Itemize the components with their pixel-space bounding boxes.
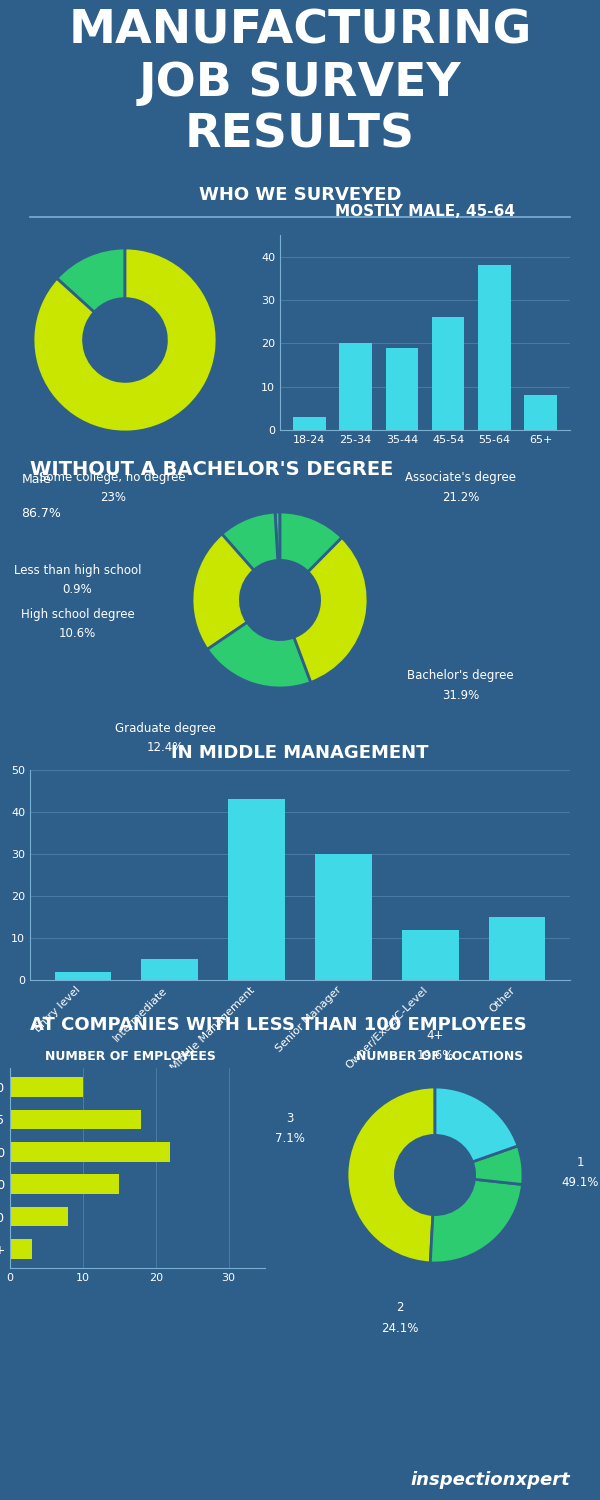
Text: 1: 1	[577, 1156, 584, 1168]
Bar	[340, 344, 372, 430]
Bar	[10, 1110, 141, 1130]
Wedge shape	[222, 512, 278, 570]
Text: 7.1%: 7.1%	[275, 1132, 305, 1146]
Text: 49.1%: 49.1%	[562, 1176, 599, 1190]
Wedge shape	[57, 248, 125, 312]
Wedge shape	[430, 1179, 523, 1263]
Bar	[293, 417, 326, 430]
Text: MOSTLY MALE, 45-64: MOSTLY MALE, 45-64	[335, 204, 515, 219]
Text: 4+: 4+	[427, 1029, 443, 1041]
Bar	[10, 1208, 68, 1227]
Text: 86.7%: 86.7%	[22, 507, 61, 520]
Text: 0.9%: 0.9%	[63, 584, 92, 596]
Text: IN MIDDLE MANAGEMENT: IN MIDDLE MANAGEMENT	[171, 744, 429, 762]
Bar	[10, 1077, 83, 1096]
Text: Male: Male	[22, 472, 51, 486]
Bar	[10, 1142, 170, 1161]
Text: 10.6%: 10.6%	[59, 627, 96, 640]
Text: WITHOUT A BACHELOR'S DEGREE: WITHOUT A BACHELOR'S DEGREE	[30, 460, 394, 480]
Text: 3: 3	[286, 1112, 293, 1125]
Bar	[524, 396, 557, 430]
Wedge shape	[192, 534, 254, 650]
Bar	[10, 1239, 32, 1258]
Wedge shape	[347, 1088, 435, 1263]
Wedge shape	[294, 537, 368, 682]
Text: 31.9%: 31.9%	[442, 688, 479, 702]
Text: Some college, no degree: Some college, no degree	[40, 471, 186, 484]
Wedge shape	[33, 248, 217, 432]
Wedge shape	[280, 512, 342, 572]
Bar	[142, 958, 198, 980]
Text: Bachelor's degree: Bachelor's degree	[407, 669, 514, 682]
Text: WHO WE SURVEYED: WHO WE SURVEYED	[199, 186, 401, 204]
Wedge shape	[472, 1146, 523, 1185]
Text: 23%: 23%	[100, 492, 126, 504]
Wedge shape	[207, 622, 311, 688]
Text: AT COMPANIES WITH LESS THAN 100 EMPLOYEES: AT COMPANIES WITH LESS THAN 100 EMPLOYEE…	[30, 1016, 527, 1034]
Bar	[402, 930, 458, 980]
Bar	[386, 348, 418, 430]
Text: High school degree: High school degree	[21, 608, 134, 621]
Wedge shape	[275, 512, 280, 561]
Text: inspectionxpert: inspectionxpert	[410, 1472, 570, 1490]
Bar	[489, 916, 545, 980]
Text: NUMBER OF LOCATIONS: NUMBER OF LOCATIONS	[356, 1050, 524, 1064]
Text: Graduate degree: Graduate degree	[115, 722, 216, 735]
Text: 19.6%: 19.6%	[416, 1048, 454, 1062]
Text: 21.2%: 21.2%	[442, 492, 479, 504]
Text: 24.1%: 24.1%	[381, 1322, 418, 1335]
Bar	[315, 853, 371, 980]
Bar	[432, 318, 464, 430]
Text: Less than high school: Less than high school	[14, 564, 142, 576]
Bar	[10, 1174, 119, 1194]
Text: 12.4%: 12.4%	[147, 741, 184, 754]
Wedge shape	[435, 1088, 518, 1162]
Bar	[229, 800, 285, 980]
Text: 2: 2	[396, 1302, 404, 1314]
Text: MANUFACTURING
JOB SURVEY
RESULTS: MANUFACTURING JOB SURVEY RESULTS	[68, 9, 532, 158]
Bar	[478, 266, 511, 430]
Text: NUMBER OF EMPLOYEES: NUMBER OF EMPLOYEES	[44, 1050, 215, 1064]
Bar	[55, 972, 111, 980]
Text: Associate's degree: Associate's degree	[405, 471, 516, 484]
